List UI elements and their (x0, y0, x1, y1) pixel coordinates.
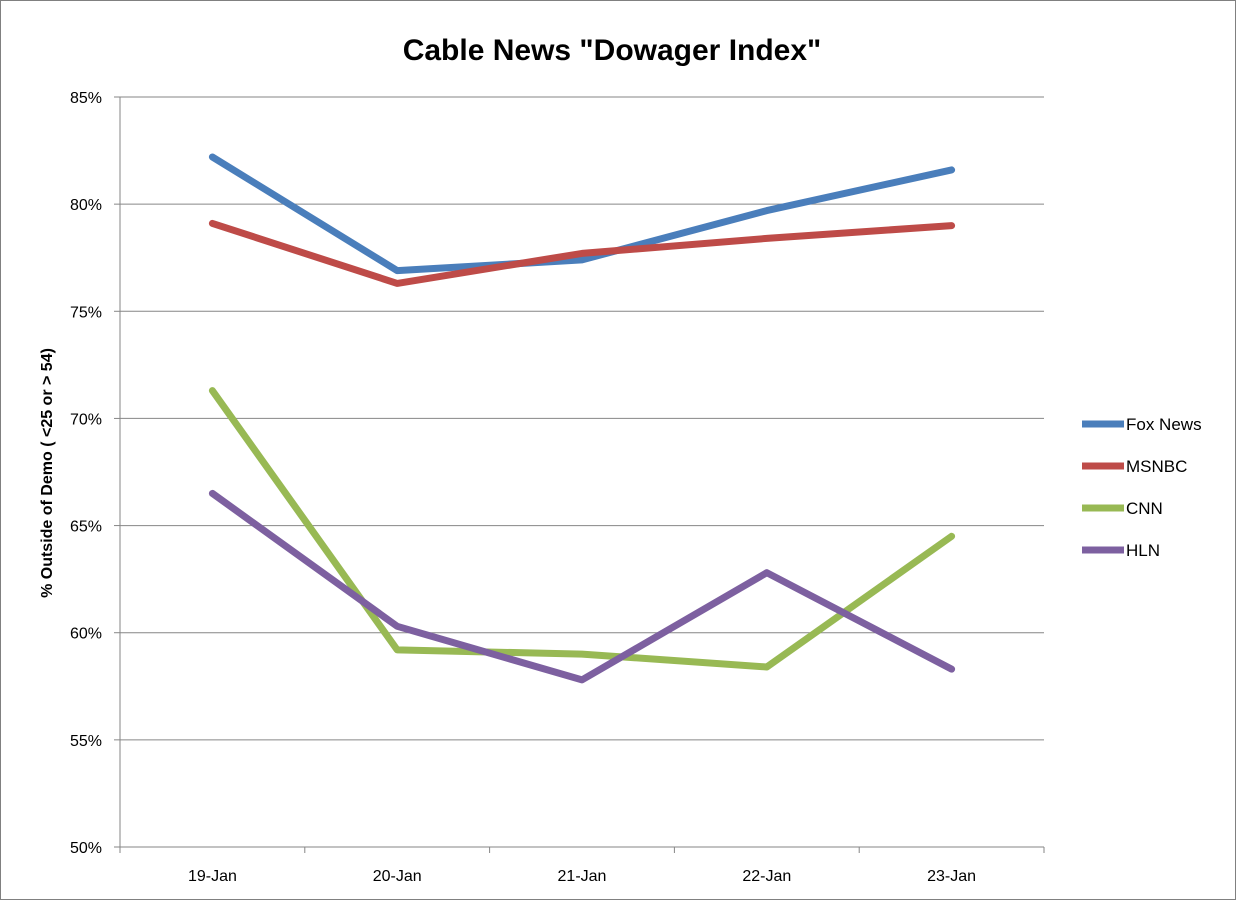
y-tick-label: 65% (70, 519, 102, 536)
y-tick-label: 80% (70, 197, 102, 214)
y-tick-label: 75% (70, 304, 102, 321)
y-axis-ticks: 50% 55% 60% 65% 70% 75% 80% 85% (70, 90, 102, 857)
x-axis-ticks: 19-Jan 20-Jan 21-Jan 22-Jan 23-Jan (119, 847, 1045, 885)
legend: Fox News MSNBC CNN HLN (1082, 415, 1202, 560)
series-line-fox-news (208, 153, 956, 275)
chart-title: Cable News "Dowager Index" (403, 34, 822, 67)
legend-label-hln: HLN (1126, 541, 1160, 560)
series-line-cnn (208, 387, 956, 671)
series-lines (208, 153, 956, 684)
y-tick-label: 60% (70, 626, 102, 643)
y-tick-label: 55% (70, 733, 102, 750)
y-axis-title: % Outside of Demo ( <25 or > 54) (39, 348, 56, 598)
series-line-msnbc (208, 219, 956, 287)
legend-label-cnn: CNN (1126, 499, 1163, 518)
gridlines (114, 96, 1044, 848)
x-tick-label: 21-Jan (558, 868, 607, 885)
x-tick-label: 23-Jan (927, 868, 976, 885)
legend-label-msnbc: MSNBC (1126, 457, 1187, 476)
y-tick-label: 70% (70, 411, 102, 428)
legend-label-fox-news: Fox News (1126, 415, 1202, 434)
x-tick-label: 22-Jan (742, 868, 791, 885)
y-tick-label: 50% (70, 840, 102, 857)
plot-border (119, 97, 1044, 848)
x-tick-label: 19-Jan (188, 868, 237, 885)
x-tick-label: 20-Jan (373, 868, 422, 885)
series-line-hln (208, 489, 956, 684)
y-tick-label: 85% (70, 90, 102, 107)
